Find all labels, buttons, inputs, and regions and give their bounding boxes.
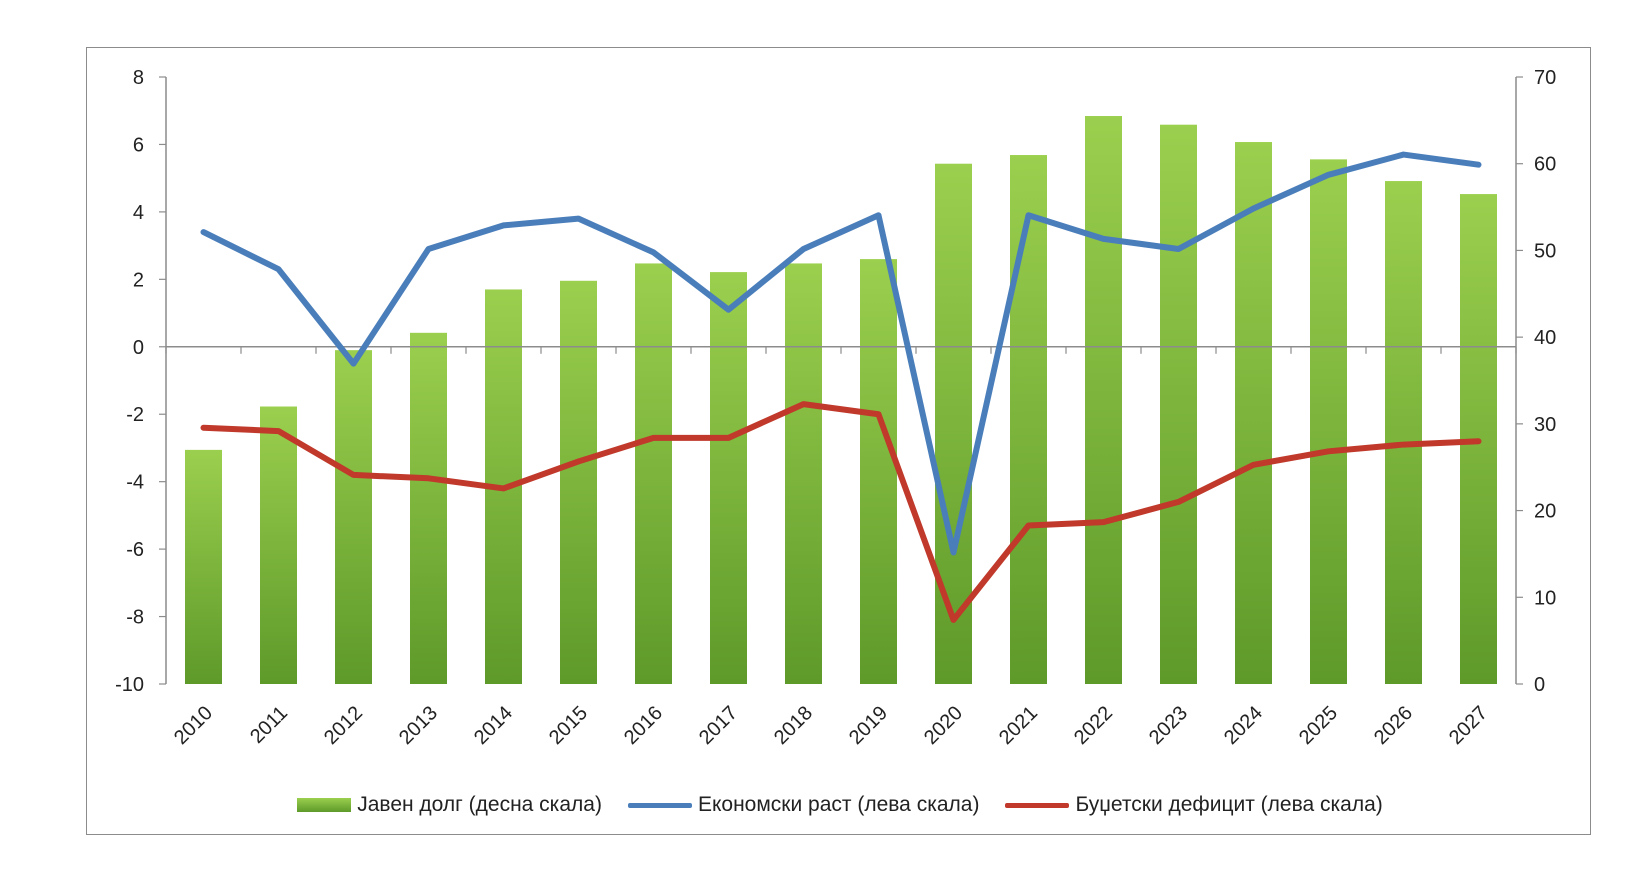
legend: Јавен долг (десна скала) Економски раст … [100, 790, 1580, 820]
left-tick-label: -8 [126, 607, 144, 629]
bar-public-debt-2017 [710, 272, 747, 684]
right-tick-label: 40 [1534, 327, 1556, 349]
left-tick-label: 2 [133, 269, 144, 291]
right-tick-label: 20 [1534, 501, 1556, 523]
category-label-2021: 2021 [995, 702, 1042, 749]
category-label-2019: 2019 [845, 702, 892, 749]
category-label-2020: 2020 [920, 702, 967, 749]
category-label-2010: 2010 [170, 702, 217, 749]
left-tick-label: -6 [126, 539, 144, 561]
category-label-2017: 2017 [695, 702, 742, 749]
bar-public-debt-2018 [785, 263, 822, 684]
right-tick-label: 10 [1534, 587, 1556, 609]
bar-public-debt-2011 [260, 406, 297, 684]
category-label-2026: 2026 [1370, 702, 1417, 749]
left-tick-label: 0 [133, 337, 144, 359]
right-tick-label: 70 [1534, 67, 1556, 89]
left-tick-label: -10 [115, 674, 144, 696]
right-tick-label: 50 [1534, 240, 1556, 262]
left-tick-label: 6 [133, 134, 144, 156]
line-economic-growth [200, 151, 1482, 556]
bar-public-debt-2020 [935, 163, 972, 684]
axes-layer [159, 76, 1523, 685]
left-tick-label: -4 [126, 472, 144, 494]
lines-layer [200, 151, 1482, 623]
category-label-2016: 2016 [620, 702, 667, 749]
bar-public-debt-2023 [1160, 124, 1197, 684]
bar-public-debt-2021 [1010, 155, 1047, 685]
category-label-2014: 2014 [470, 702, 517, 749]
category-label-2018: 2018 [770, 702, 817, 749]
category-label-2022: 2022 [1070, 702, 1117, 749]
line-budget-deficit [200, 401, 1482, 623]
right-tick-label: 0 [1534, 674, 1545, 696]
left-tick-label: -2 [126, 404, 144, 426]
category-label-2025: 2025 [1295, 702, 1342, 749]
bars-layer [185, 116, 1497, 685]
bar-public-debt-2019 [860, 259, 897, 684]
category-label-2013: 2013 [395, 702, 442, 749]
bar-public-debt-2026 [1385, 181, 1422, 685]
legend-swatch-public-debt [297, 798, 352, 812]
right-tick-label: 60 [1534, 154, 1556, 176]
legend-item-public-debt: Јавен долг (десна скала) [297, 793, 602, 817]
legend-label-budget-deficit: Буџетски дефицит (лева скала) [1075, 793, 1383, 816]
legend-item-budget-deficit: Буџетски дефицит (лева скала) [1005, 793, 1383, 817]
bar-public-debt-2013 [410, 332, 447, 684]
bar-public-debt-2016 [635, 263, 672, 684]
right-tick-label: 30 [1534, 414, 1556, 436]
bar-public-debt-2010 [185, 449, 222, 684]
bar-public-debt-2024 [1235, 142, 1272, 685]
bar-public-debt-2015 [560, 280, 597, 684]
bar-public-debt-2012 [335, 350, 372, 684]
legend-swatch-budget-deficit [1005, 802, 1070, 808]
category-label-2012: 2012 [320, 702, 367, 749]
bar-public-debt-2025 [1310, 159, 1347, 685]
legend-swatch-economic-growth [627, 802, 692, 808]
left-tick-label: 8 [133, 67, 144, 89]
category-label-2023: 2023 [1145, 702, 1192, 749]
legend-label-economic-growth: Економски раст (лева скала) [697, 793, 980, 816]
legend-label-public-debt: Јавен долг (десна скала) [357, 793, 602, 816]
category-label-2027: 2027 [1445, 702, 1492, 749]
left-tick-label: 4 [133, 202, 144, 224]
legend-item-economic-growth: Економски раст (лева скала) [627, 793, 980, 817]
category-label-2015: 2015 [545, 702, 592, 749]
category-label-2011: 2011 [246, 702, 292, 748]
bar-public-debt-2022 [1085, 116, 1122, 685]
category-label-2024: 2024 [1220, 702, 1267, 749]
